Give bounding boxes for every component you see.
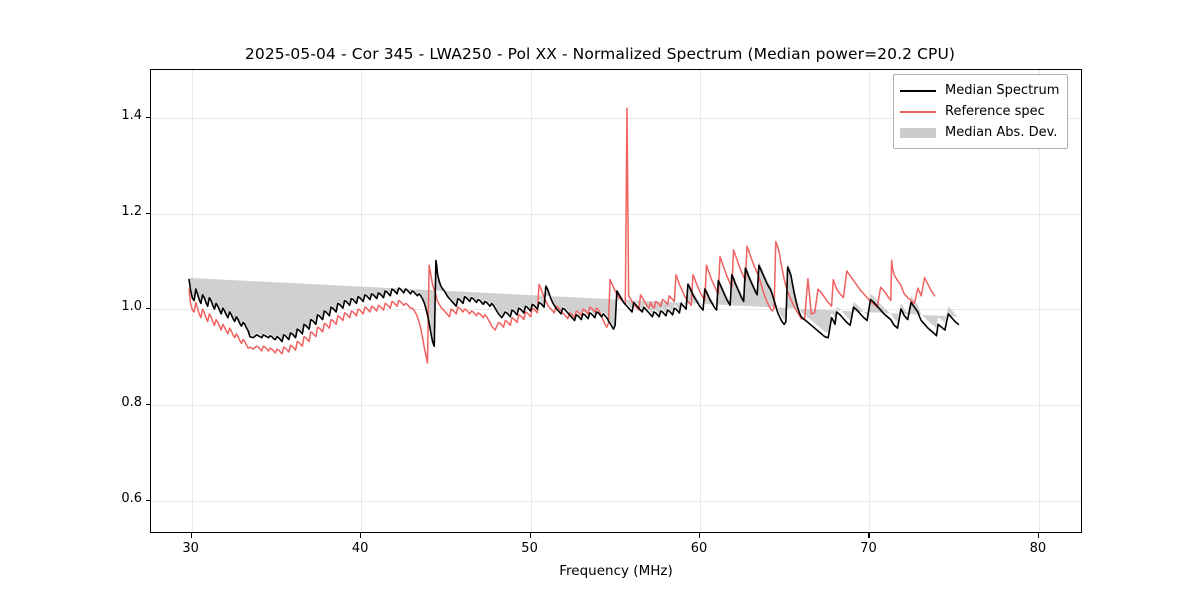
legend-line-icon	[900, 105, 936, 119]
x-tick-label: 40	[351, 541, 369, 556]
x-tick-label: 60	[690, 541, 708, 556]
y-tick-label: 1.0	[121, 299, 142, 315]
x-tick-label: 30	[182, 541, 199, 556]
legend-label: Median Abs. Dev.	[945, 125, 1058, 140]
legend: Median Spectrum Reference spec Median Ab…	[893, 74, 1069, 149]
gridline-horizontal	[151, 117, 1081, 119]
x-tick-mark	[699, 533, 701, 538]
x-tick-label: 50	[521, 541, 538, 556]
page-title: 2025-05-04 - Cor 345 - LWA250 - Pol XX -…	[244, 45, 956, 63]
legend-item-median-spectrum: Median Spectrum	[900, 80, 1059, 101]
gridline-vertical	[700, 70, 702, 532]
median-spectrum-line	[188, 259, 960, 348]
gridline-vertical	[361, 70, 363, 532]
y-tick-label: 1.2	[121, 203, 142, 219]
y-tick-label: 0.6	[121, 490, 142, 506]
x-tick-mark	[529, 533, 531, 538]
gridline-vertical	[1038, 70, 1040, 532]
x-axis-label: Frequency (MHz)	[559, 563, 673, 579]
legend-item-median-abs-dev: Median Abs. Dev.	[900, 122, 1059, 143]
median-abs-dev-band	[189, 258, 959, 345]
x-tick-mark	[868, 533, 870, 538]
gridline-vertical	[191, 70, 193, 532]
y-tick-mark	[145, 116, 150, 119]
reference-spec-line	[188, 107, 936, 364]
y-tick-mark	[145, 403, 150, 406]
data-canvas	[188, 107, 960, 364]
y-tick-mark	[145, 499, 150, 501]
x-tick-mark	[1037, 533, 1040, 538]
gridline-horizontal	[151, 213, 1081, 215]
x-tick-mark	[360, 533, 362, 538]
legend-item-reference-spec: Reference spec	[900, 101, 1059, 122]
legend-label: Reference spec	[945, 104, 1045, 119]
x-tick-mark	[190, 533, 192, 538]
legend-label: Median Spectrum	[945, 83, 1060, 98]
gridline-horizontal	[151, 500, 1081, 502]
legend-patch-icon	[900, 126, 936, 140]
y-tick-label: 0.8	[121, 394, 142, 410]
y-tick-mark	[145, 308, 150, 310]
x-tick-label: 70	[860, 541, 877, 556]
y-tick-mark	[145, 212, 150, 214]
gridline-horizontal	[151, 404, 1081, 406]
x-tick-label: 80	[1029, 541, 1047, 556]
y-tick-label: 1.4	[121, 107, 142, 123]
legend-line-icon	[900, 84, 936, 98]
